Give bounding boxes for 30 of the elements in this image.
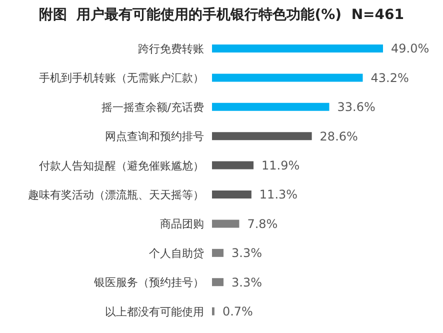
y-tick-label: 以上都没有可能使用: [105, 305, 204, 318]
data-label: 33.6%: [337, 100, 376, 114]
bar: [212, 74, 363, 82]
data-label: 3.3%: [232, 246, 262, 260]
y-tick-label: 摇一摇查余额/充话费: [101, 100, 204, 114]
bar: [212, 161, 254, 170]
bar: [212, 44, 383, 53]
y-tick-label: 商品团购: [160, 218, 204, 231]
chart-title: 附图 用户最有可能使用的手机银行特色功能(%) N=461: [38, 6, 405, 25]
y-tick-label: 银医服务（预约挂号）: [93, 276, 204, 290]
y-tick-label: 手机到手机转账（无需账户汇款）: [39, 72, 204, 85]
bar: [212, 190, 252, 199]
bar: [212, 278, 224, 286]
bar: [212, 102, 330, 111]
data-label: 0.7%: [222, 304, 253, 319]
bar: [212, 132, 312, 140]
y-tick-label: 跨行免费转账: [138, 42, 204, 56]
data-label: 11.9%: [262, 158, 300, 173]
data-label: 43.2%: [370, 70, 409, 85]
y-tick-label: 网点查询和预约排号: [105, 130, 204, 144]
data-label: 7.8%: [247, 216, 278, 231]
bar: [212, 220, 240, 228]
data-label: 11.3%: [259, 188, 298, 202]
y-tick-label: 趣味有奖活动（漂流瓶、天天摇等）: [28, 188, 204, 202]
data-label: 28.6%: [320, 129, 358, 144]
y-tick-label: 付款人告知提醒（避免催账尴尬）: [39, 159, 204, 172]
data-label: 3.3%: [232, 275, 262, 290]
y-tick-label: 个人自助贷: [149, 246, 204, 260]
data-label: 49.0%: [391, 42, 430, 56]
bar: [212, 248, 224, 257]
